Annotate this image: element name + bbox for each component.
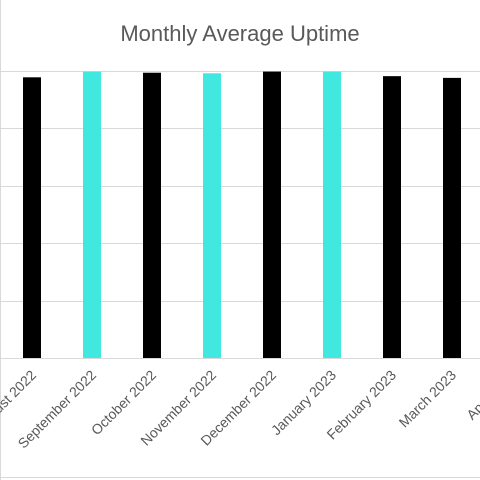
bar xyxy=(23,77,41,359)
bar xyxy=(263,71,281,358)
bar xyxy=(443,77,461,358)
bar xyxy=(323,71,341,358)
bar xyxy=(143,72,161,359)
bar xyxy=(203,73,221,359)
bar xyxy=(383,76,401,358)
bars xyxy=(23,71,461,359)
chart-title: Monthly Average Uptime xyxy=(120,21,359,46)
bar xyxy=(83,71,101,358)
